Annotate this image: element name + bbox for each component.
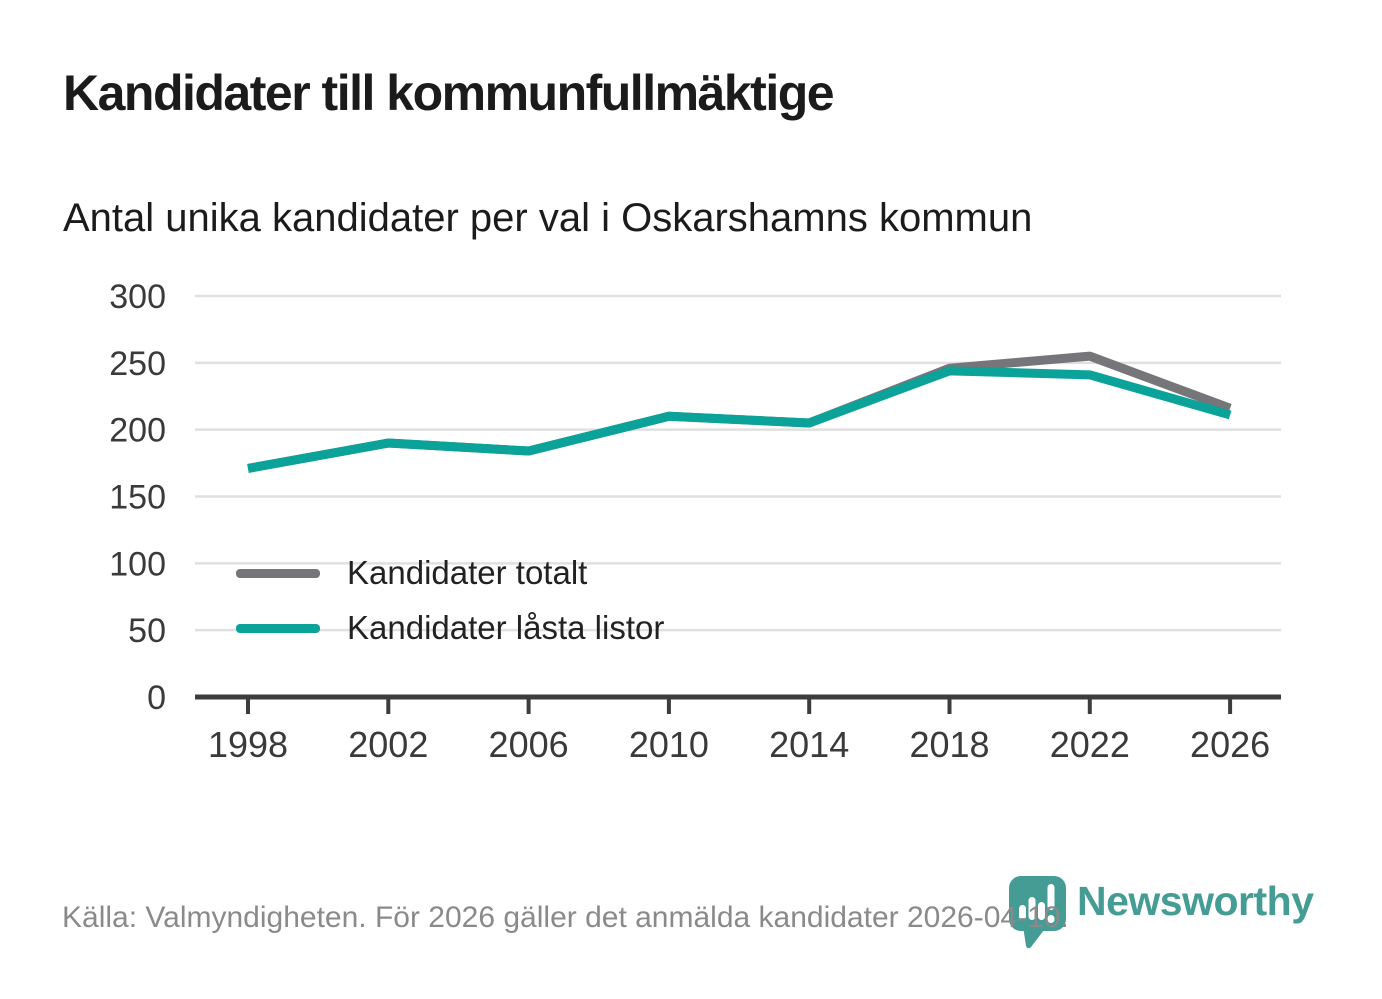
x-axis-tick-label: 2014	[769, 724, 849, 765]
chart-title: Kandidater till kommunfullmäktige	[63, 65, 835, 121]
legend-swatch-lasta-line	[236, 623, 320, 633]
plot-svg: 0 50 100 150 200 250 300 1998 2002 2006 2010 2014 20…	[109, 278, 1281, 765]
newsworthy-wordmark: Newsworthy	[1077, 878, 1314, 924]
x-axis-tick-label: 2026	[1190, 724, 1270, 765]
x-axis-tick-label: 2018	[909, 724, 989, 765]
y-axis-tick-label: 0	[147, 679, 166, 717]
y-axis-tick-label: 100	[109, 545, 166, 583]
series-line-lasta-listor	[247, 366, 1232, 473]
legend-swatch-totalt-line	[236, 568, 320, 578]
x-axis-tick-label: 2006	[489, 724, 569, 765]
legend-label: Kandidater totalt	[347, 554, 588, 591]
y-axis-tick-label: 200	[109, 412, 166, 450]
legend-item-totalt: Kandidater totalt	[236, 552, 664, 594]
newsworthy-pin-icon	[1009, 876, 1066, 949]
legend-item-lasta-listor: Kandidater låsta listor	[236, 607, 664, 649]
chart-subtitle: Antal unika kandidater per val i Oskarsh…	[63, 196, 1033, 240]
y-axis-tick-label: 50	[128, 612, 166, 650]
x-axis-tick-label: 2022	[1050, 724, 1130, 765]
y-axis-tick-label: 250	[109, 345, 166, 383]
source-note: Källa: Valmyndigheten. För 2026 gäller d…	[62, 901, 1069, 934]
y-axis-tick-label: 300	[109, 278, 166, 316]
chart-legend: Kandidater totalt Kandidater låsta listo…	[236, 552, 664, 649]
x-axis-tick-label: 2010	[629, 724, 709, 765]
x-axis-tick-label: 1998	[208, 724, 288, 765]
legend-label: Kandidater låsta listor	[347, 609, 665, 646]
x-axis-tick-label: 2002	[348, 724, 428, 765]
newsworthy-logo: Newsworthy	[1007, 874, 1314, 950]
y-axis-tick-label: 150	[109, 478, 166, 516]
